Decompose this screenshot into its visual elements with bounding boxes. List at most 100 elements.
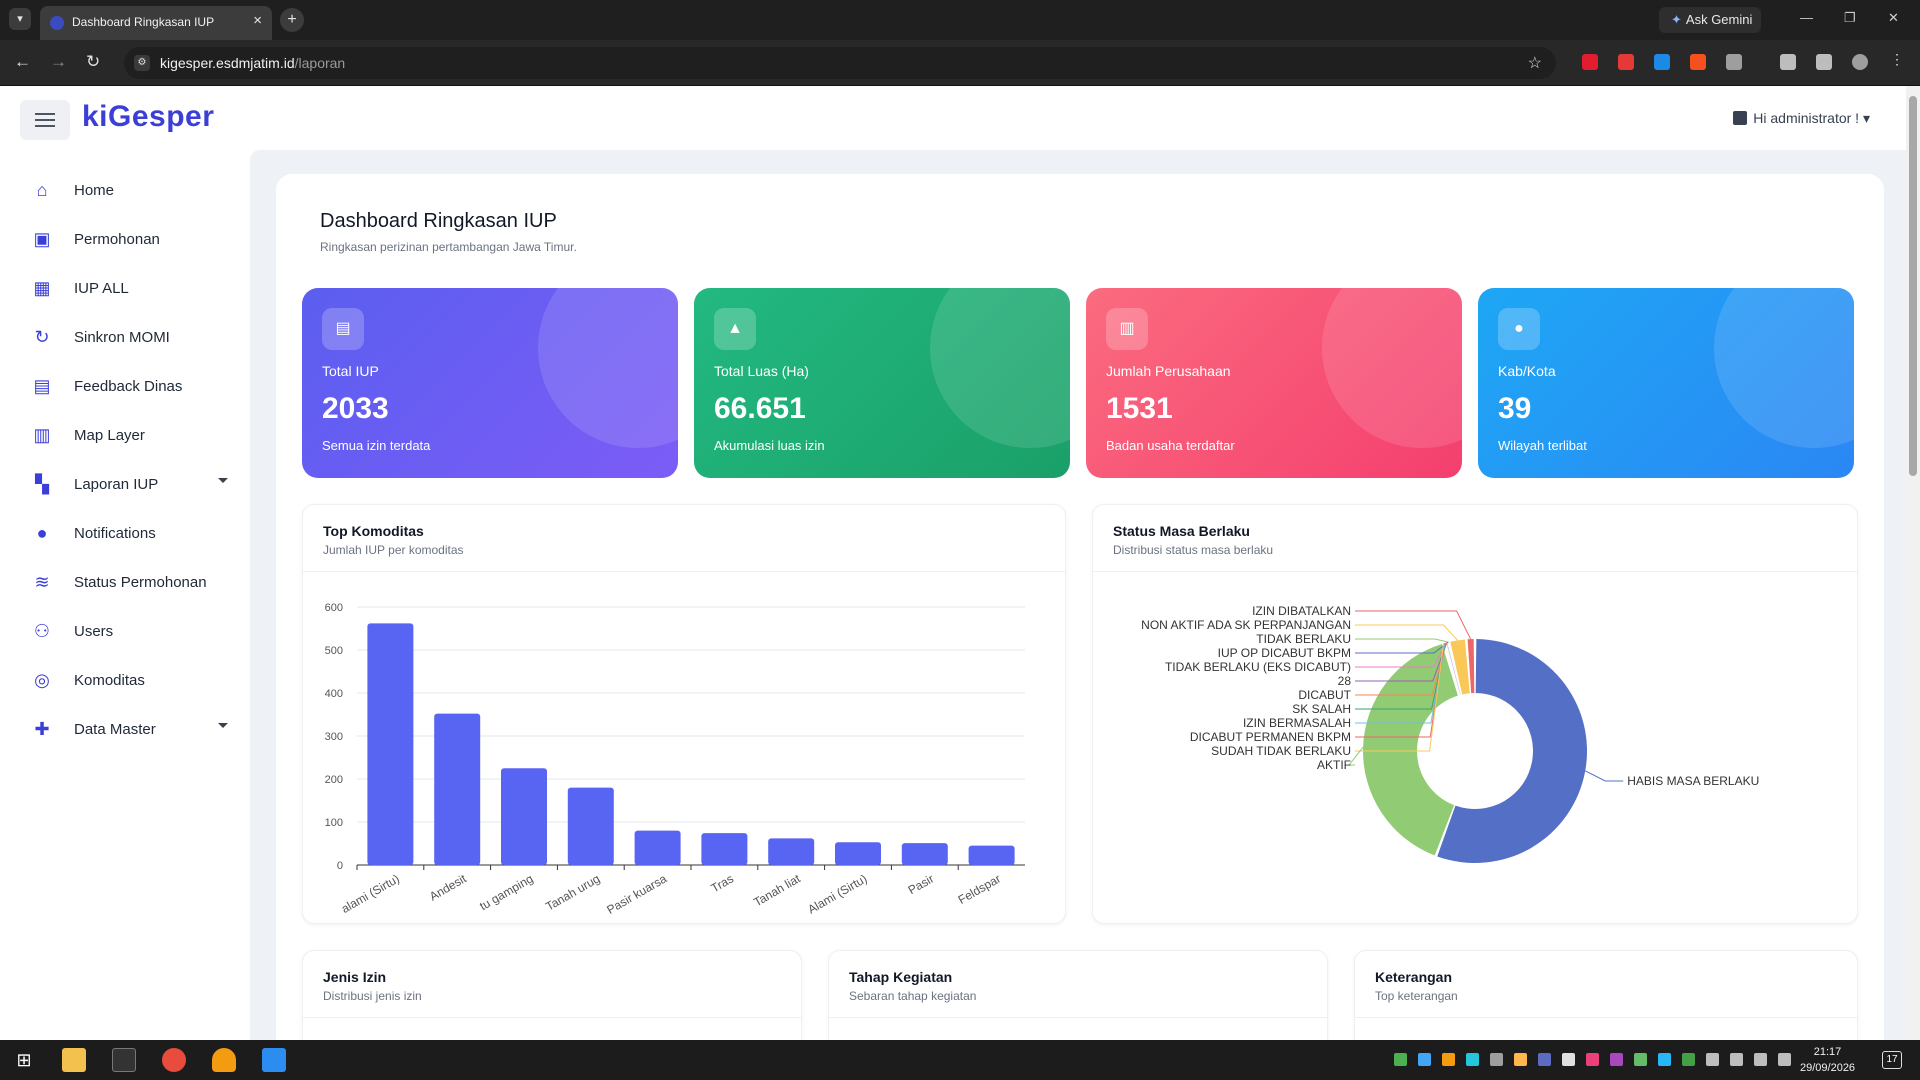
menu-kebab-icon[interactable]: ⋮ (1890, 51, 1904, 67)
terminal-icon[interactable] (112, 1048, 136, 1072)
bar[interactable] (901, 843, 948, 865)
bluetooth-icon[interactable] (1658, 1053, 1671, 1066)
extension-orange-icon[interactable] (1690, 54, 1706, 70)
bar[interactable] (501, 768, 547, 865)
donut-slice[interactable] (1450, 639, 1470, 695)
hamburger-menu-button[interactable] (20, 100, 70, 140)
sidebar-item-permohonan[interactable]: ▣ Permohonan (0, 215, 250, 264)
donut-slice[interactable] (1363, 643, 1458, 856)
tab-search-icon[interactable]: ▾ (9, 8, 31, 30)
tray-app-icon[interactable] (1610, 1053, 1623, 1066)
x-tick-label: Andesit (427, 871, 469, 903)
tray-app-icon[interactable] (1514, 1053, 1527, 1066)
tray-app-icon[interactable] (1562, 1053, 1575, 1066)
extension-youtube-icon[interactable] (1618, 54, 1634, 70)
profile-avatar-icon[interactable] (1852, 54, 1868, 70)
sidebar-item-iup-all[interactable]: ▦ IUP ALL (0, 264, 250, 313)
sidebar-item-home[interactable]: ⌂ Home (0, 166, 250, 215)
reading-list-icon[interactable] (1816, 54, 1832, 70)
cloud-app-icon[interactable] (212, 1048, 236, 1072)
sidebar-item-laporan-iup[interactable]: ▚ Laporan IUP (0, 460, 250, 509)
extension-s-icon[interactable] (1654, 54, 1670, 70)
network-icon[interactable] (1730, 1053, 1743, 1066)
sidebar-item-komoditas[interactable]: ◎ Komoditas (0, 656, 250, 705)
sidebar-item-data-master[interactable]: ✚ Data Master (0, 705, 250, 754)
tray-app-icon[interactable] (1490, 1053, 1503, 1066)
donut-slice[interactable] (1447, 642, 1461, 695)
tab-strip: ▾ Dashboard Ringkasan IUP × + ✦ Ask Gemin… (0, 0, 1920, 40)
tray-app-icon[interactable] (1466, 1053, 1479, 1066)
slice-label: DICABUT (1298, 688, 1351, 702)
taskbar-clock[interactable]: 21:17 29/09/2026 (1800, 1044, 1855, 1076)
forward-icon[interactable]: → (50, 52, 67, 71)
donut-slice[interactable] (1447, 642, 1462, 695)
sidebar-item-label: Users (74, 623, 114, 640)
stat-card-total-iup[interactable]: ▤ Total IUP 2033 Semua izin terdata (302, 288, 678, 478)
omnibox[interactable]: ⚙ kigesper.esdmjatim.id/laporan ☆ (124, 47, 1556, 79)
notification-center-icon[interactable]: 17 (1882, 1051, 1902, 1069)
vscode-icon[interactable] (262, 1048, 286, 1072)
close-window-icon[interactable]: ✕ (1888, 10, 1899, 25)
windows-start-icon[interactable]: ⊞ (16, 1050, 32, 1070)
tray-app-icon[interactable] (1586, 1053, 1599, 1066)
bar[interactable] (634, 830, 681, 865)
extensions-puzzle-icon[interactable] (1726, 54, 1742, 70)
donut-slice[interactable] (1444, 643, 1460, 696)
ask-gemini-button[interactable]: ✦ Ask Gemini (1659, 7, 1761, 33)
stat-card-jumlah-perusahaan[interactable]: ▥ Jumlah Perusahaan 1531 Badan usaha ter… (1086, 288, 1462, 478)
sidebar-item-users[interactable]: ⚇ Users (0, 607, 250, 656)
sidebar-item-sinkron-momi[interactable]: ↻ Sinkron MOMI (0, 313, 250, 362)
page-scrollbar[interactable] (1906, 86, 1920, 1040)
user-menu[interactable]: Hi administrator ! ▾ (1733, 110, 1870, 127)
donut-slice[interactable] (1445, 642, 1460, 696)
sidebar-item-notifications[interactable]: ● Notifications (0, 509, 250, 558)
downloads-icon[interactable] (1780, 54, 1796, 70)
back-icon[interactable]: ← (14, 52, 31, 71)
tray-app-icon[interactable] (1634, 1053, 1647, 1066)
keyboard-icon[interactable] (1778, 1053, 1791, 1066)
site-info-icon[interactable]: ⚙ (134, 55, 150, 71)
bar[interactable] (367, 623, 414, 865)
donut-slice[interactable] (1437, 639, 1587, 863)
donut-slice[interactable] (1448, 642, 1462, 695)
bar[interactable] (835, 842, 881, 865)
bar[interactable] (567, 787, 614, 865)
tray-app-icon[interactable] (1394, 1053, 1407, 1066)
app-logo[interactable]: kiGesper (82, 100, 215, 133)
chrome-icon[interactable] (162, 1048, 186, 1072)
tray-app-icon[interactable] (1682, 1053, 1695, 1066)
donut-slice[interactable] (1444, 643, 1460, 696)
restore-icon[interactable]: ❐ (1844, 10, 1856, 25)
stat-card-total-luas[interactable]: ▲ Total Luas (Ha) 66.651 Akumulasi luas … (694, 288, 1070, 478)
close-tab-icon[interactable]: × (253, 12, 262, 29)
file-explorer-icon[interactable] (62, 1048, 86, 1072)
bar-chart: 0 100 200 300 400 500 600 alami (Sirtu) Andesit t… (325, 602, 1025, 917)
scrollbar-thumb[interactable] (1909, 96, 1917, 476)
tray-app-icon[interactable] (1538, 1053, 1551, 1066)
sidebar-item-status-permohonan[interactable]: ≋ Status Permohonan (0, 558, 250, 607)
donut-slice[interactable] (1446, 642, 1461, 695)
x-tick-label: tu gamping (477, 871, 535, 913)
extension-adblock-icon[interactable] (1582, 54, 1598, 70)
bar[interactable] (968, 845, 1015, 865)
browser-tab[interactable]: Dashboard Ringkasan IUP × (40, 6, 272, 40)
favicon-icon (50, 16, 64, 30)
slice-label: AKTIF (1317, 758, 1351, 772)
stat-card-kab-kota[interactable]: ● Kab/Kota 39 Wilayah terlibat (1478, 288, 1854, 478)
tray-app-icon[interactable] (1418, 1053, 1431, 1066)
volume-icon[interactable] (1754, 1053, 1767, 1066)
tray-app-icon[interactable] (1706, 1053, 1719, 1066)
bookmark-star-icon[interactable]: ☆ (1527, 55, 1542, 72)
donut-slice[interactable] (1467, 639, 1475, 694)
bar[interactable] (768, 838, 815, 865)
sidebar-item-feedback-dinas[interactable]: ▤ Feedback Dinas (0, 362, 250, 411)
new-tab-button[interactable]: + (280, 8, 304, 32)
donut-slice[interactable] (1446, 642, 1461, 695)
reload-icon[interactable]: ↻ (86, 52, 101, 71)
sidebar-item-map-layer[interactable]: ▥ Map Layer (0, 411, 250, 460)
bar[interactable] (701, 833, 748, 865)
minimize-icon[interactable]: — (1800, 10, 1813, 25)
donut-slice[interactable] (1443, 643, 1459, 696)
tray-app-icon[interactable] (1442, 1053, 1455, 1066)
bar[interactable] (434, 713, 481, 865)
